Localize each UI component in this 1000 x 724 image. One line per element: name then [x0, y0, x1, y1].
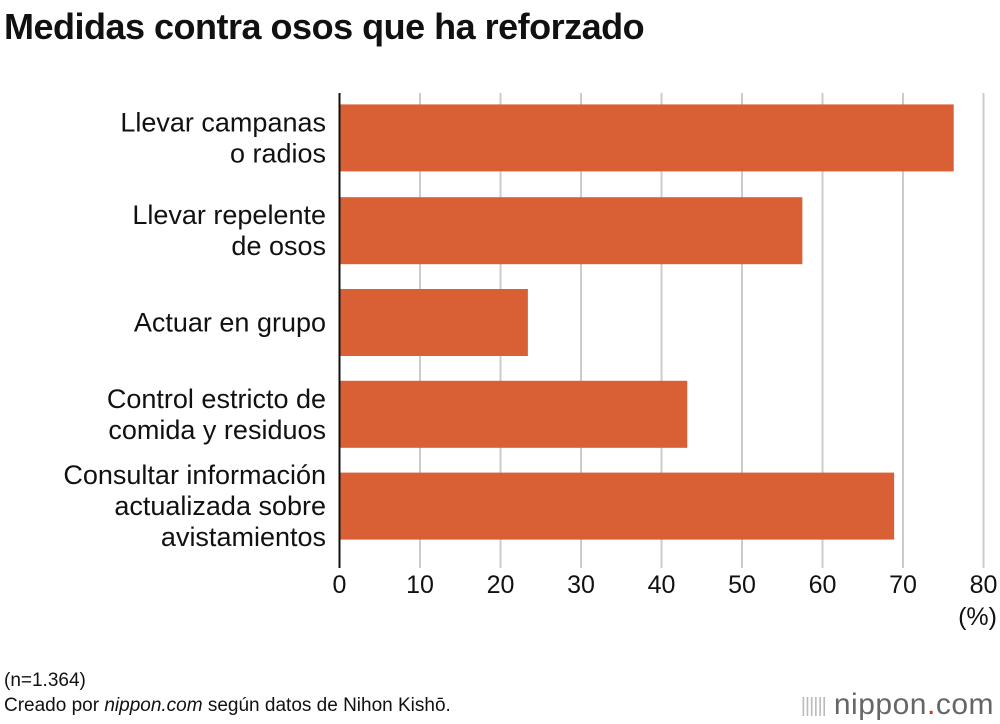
- x-tick-label: 50: [728, 571, 756, 599]
- bar: [339, 197, 803, 265]
- x-tick-label: 20: [487, 571, 515, 599]
- chart-title: Medidas contra osos que ha reforzado: [4, 6, 645, 47]
- x-tick-label: 80: [970, 571, 998, 599]
- category-label: o radios: [230, 138, 326, 168]
- category-label: Actuar en grupo: [134, 308, 326, 338]
- bar: [339, 472, 895, 540]
- category-label: avistamientos: [161, 522, 326, 552]
- category-label: comida y residuos: [108, 415, 326, 445]
- x-tick-label: 30: [567, 571, 595, 599]
- sample-size: (n=1.364): [4, 670, 86, 691]
- category-label: actualizada sobre: [114, 491, 326, 521]
- x-tick-label: 10: [406, 571, 434, 599]
- nippon-logo: |||||| nippon.com: [800, 688, 994, 721]
- category-label: Control estricto de: [107, 384, 326, 414]
- logo-bars-icon: ||||||: [800, 694, 827, 717]
- x-tick-label: 70: [889, 571, 917, 599]
- unit-label: (%): [958, 603, 997, 631]
- category-label: Consultar información: [63, 460, 326, 490]
- source-line: Creado por nippon.com según datos de Nih…: [4, 693, 451, 718]
- x-tick-label: 60: [809, 571, 837, 599]
- source-suffix: según datos de Nihon Kishō.: [202, 695, 451, 716]
- category-label: Llevar campanas: [120, 107, 326, 137]
- bar: [339, 104, 954, 172]
- x-tick-label: 40: [648, 571, 676, 599]
- x-tick-label: 0: [333, 571, 347, 599]
- source-site: nippon.com: [104, 695, 203, 716]
- footer-note: (n=1.364) Creado por nippon.com según da…: [4, 668, 451, 718]
- category-label: Llevar repelente: [132, 200, 326, 230]
- category-label: de osos: [231, 231, 326, 261]
- bar: [339, 289, 528, 356]
- source-prefix: Creado por: [4, 695, 105, 716]
- bar: [339, 380, 688, 448]
